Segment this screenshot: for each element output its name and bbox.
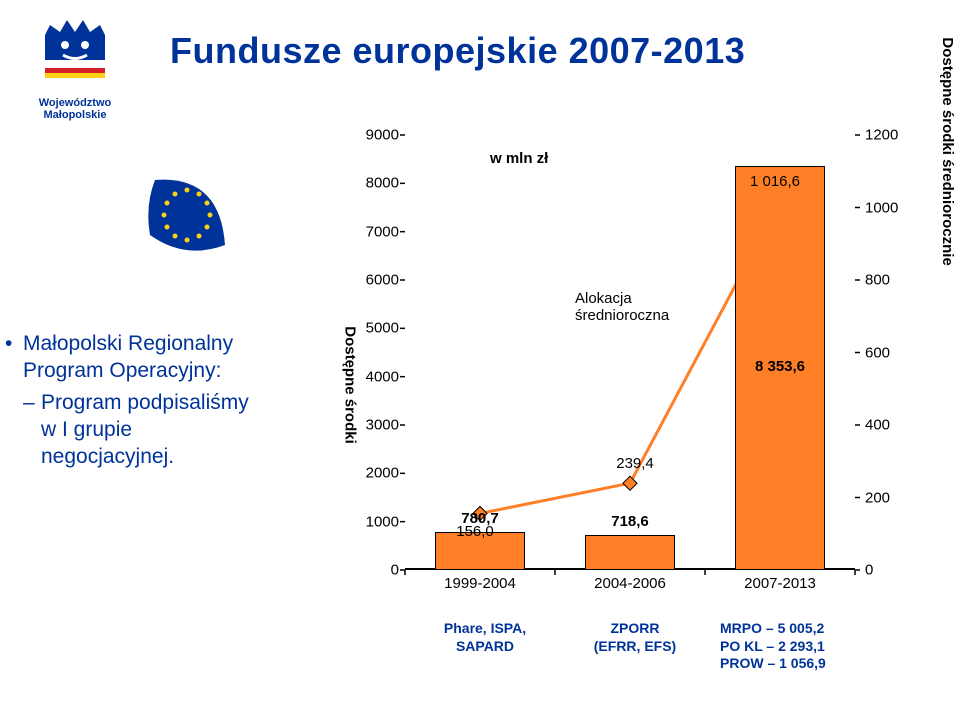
footer-program-label: Phare, ISPA, SAPARD	[430, 620, 540, 655]
bar	[585, 535, 675, 570]
bullet-text: Program Operacyjny:	[23, 359, 221, 382]
y1-tick: 2000	[366, 465, 399, 482]
y1-tick: 3000	[366, 417, 399, 434]
y2-tick: 800	[865, 272, 890, 289]
x-axis-labels: 1999-2004 2004-2006 2007-2013	[405, 575, 855, 595]
page-title: Fundusze europejskie 2007-2013	[170, 30, 745, 72]
y2-tick: 1200	[865, 127, 898, 144]
y1-tick: 0	[391, 562, 399, 579]
x-tick-label: 2007-2013	[744, 575, 816, 592]
y2-ticks: 020040060080010001200	[865, 135, 905, 570]
line-value-label: 1 016,6	[750, 173, 800, 190]
y2-tick: 400	[865, 417, 890, 434]
y1-tick: 5000	[366, 320, 399, 337]
bullet-text: negocjacyjnej.	[41, 445, 174, 468]
line-value-label: 156,0	[456, 523, 494, 540]
y1-axis-label: Dostępne środki	[342, 326, 359, 444]
line-value-label: 239,4	[616, 455, 654, 472]
y1-tick: 6000	[366, 272, 399, 289]
logo-text: Województwo Małopolskie	[10, 97, 140, 121]
bullet-text: w I grupie	[41, 418, 132, 441]
y2-tick: 0	[865, 562, 873, 579]
logo: Województwo Małopolskie	[10, 10, 140, 121]
chart: Dostępne środki Dostępne środki średnior…	[325, 120, 945, 660]
y2-tick: 1000	[865, 199, 898, 216]
y2-tick: 600	[865, 344, 890, 361]
plot-area: w mln zł Alokacja średnioroczna 780,7718…	[405, 135, 855, 570]
y1-tick: 1000	[366, 513, 399, 530]
bullet-text: Program podpisaliśmy	[41, 391, 249, 414]
footer-program-label: MRPO – 5 005,2 PO KL – 2 293,1 PROW – 1 …	[720, 620, 890, 673]
y1-tick: 9000	[366, 127, 399, 144]
bar-value-label: 8 353,6	[755, 358, 805, 375]
bullet-sub: Program podpisaliśmy w I grupie negocjac…	[5, 389, 310, 471]
footer-program-label: ZPORR (EFRR, EFS)	[580, 620, 690, 655]
y2-axis-label: Dostępne środki średniorocznie	[939, 37, 956, 265]
bullet-text: Małopolski Regionalny	[23, 332, 233, 355]
y1-ticks: 0100020003000400050006000700080009000	[359, 135, 399, 570]
bullet-list: Małopolski Regionalny Program Operacyjny…	[5, 330, 310, 470]
eu-flag-icon	[135, 165, 235, 265]
y2-tick: 200	[865, 489, 890, 506]
y1-tick: 8000	[366, 175, 399, 192]
y1-tick: 4000	[366, 368, 399, 385]
x-tick-label: 1999-2004	[444, 575, 516, 592]
malopolska-crown-icon	[35, 10, 115, 90]
bullet-main: Małopolski Regionalny Program Operacyjny…	[5, 330, 310, 385]
y1-tick: 7000	[366, 223, 399, 240]
x-tick-label: 2004-2006	[594, 575, 666, 592]
bar-value-label: 718,6	[611, 513, 649, 530]
line-marker	[623, 476, 637, 490]
